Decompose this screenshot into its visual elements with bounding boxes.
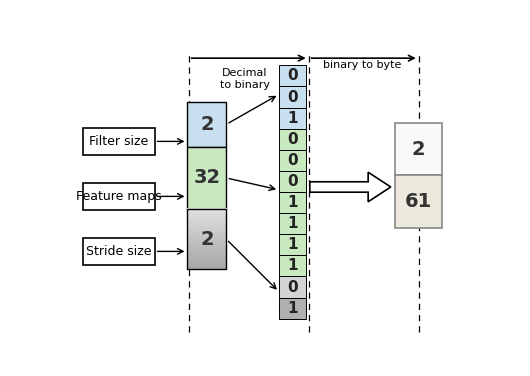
Bar	[188, 209, 226, 270]
Bar	[279, 65, 306, 86]
Bar	[188, 147, 226, 209]
Text: 1: 1	[287, 237, 298, 252]
Bar	[279, 276, 306, 298]
Text: 2: 2	[412, 140, 425, 159]
Bar	[279, 213, 306, 234]
Text: 2: 2	[200, 230, 214, 249]
Bar	[83, 127, 155, 155]
Text: Decimal
to binary: Decimal to binary	[220, 68, 270, 90]
Text: 1: 1	[287, 111, 298, 126]
Bar	[279, 192, 306, 213]
Text: 1: 1	[287, 258, 298, 273]
Bar	[279, 234, 306, 255]
Bar	[279, 86, 306, 108]
Text: 0: 0	[287, 174, 298, 189]
Text: Filter size: Filter size	[89, 135, 148, 148]
Text: 61: 61	[405, 192, 432, 211]
Text: 0: 0	[287, 279, 298, 294]
Bar	[279, 108, 306, 129]
Polygon shape	[310, 172, 391, 202]
Text: 1: 1	[287, 216, 298, 231]
Bar	[395, 123, 442, 175]
Text: 0: 0	[287, 89, 298, 105]
Text: 0: 0	[287, 68, 298, 83]
Text: Feature maps: Feature maps	[76, 190, 162, 203]
Text: binary to byte: binary to byte	[323, 60, 401, 70]
Bar	[188, 102, 226, 147]
Text: Stride size: Stride size	[86, 245, 152, 258]
Bar	[83, 183, 155, 210]
Bar	[279, 298, 306, 319]
Bar	[83, 238, 155, 265]
Bar	[279, 129, 306, 150]
Text: 2: 2	[200, 115, 214, 134]
Bar	[279, 150, 306, 171]
Bar	[279, 171, 306, 192]
Text: 1: 1	[287, 195, 298, 210]
Bar	[279, 255, 306, 276]
Text: 0: 0	[287, 132, 298, 147]
Text: 32: 32	[193, 168, 220, 188]
Bar	[395, 175, 442, 227]
Text: 1: 1	[287, 301, 298, 316]
Text: 0: 0	[287, 153, 298, 168]
